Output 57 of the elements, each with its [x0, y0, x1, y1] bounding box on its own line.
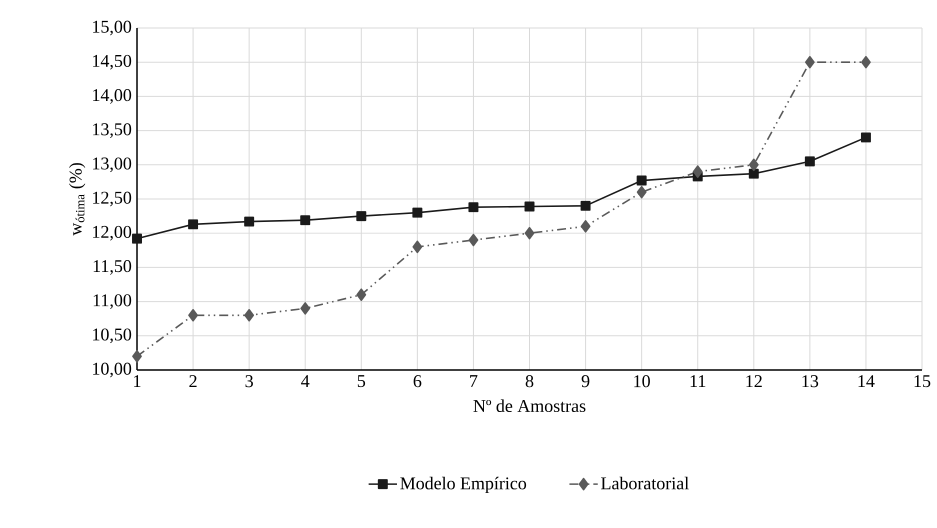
- point: [356, 288, 366, 302]
- y-tick-label: 15,00: [93, 20, 132, 36]
- point: [132, 350, 142, 363]
- x-axis-title: Nº de Amostras: [473, 399, 586, 412]
- point: [188, 219, 198, 230]
- point: [692, 165, 703, 178]
- x-tick-label: 9: [582, 375, 590, 388]
- point: [412, 208, 422, 218]
- point: [244, 216, 254, 227]
- x-tick-label: 1: [134, 375, 140, 388]
- x-tick-label: 10: [634, 375, 650, 388]
- point: [188, 308, 198, 322]
- point: [300, 302, 310, 315]
- point: [468, 202, 478, 212]
- y-axis-title: w$_{ótima}$ (%): [69, 163, 86, 236]
- point: [468, 234, 478, 246]
- y-tick-label: 10,00: [93, 362, 132, 378]
- point: [412, 240, 422, 254]
- y-tick-label: 13,00: [93, 157, 132, 172]
- point: [524, 202, 534, 212]
- x-tick-label: 6: [414, 375, 422, 388]
- point: [861, 56, 871, 68]
- y-tick-label: 11,50: [94, 260, 132, 275]
- point: [300, 215, 310, 226]
- point: [748, 158, 759, 172]
- x-tick-label: 2: [189, 375, 197, 388]
- point: [580, 220, 590, 233]
- x-tick-label: 15: [914, 375, 930, 388]
- y-tick-label: 14,50: [93, 54, 132, 70]
- point: [356, 211, 366, 222]
- legend-label: Modelo Empírico: [400, 476, 526, 494]
- x-tick-label: 5: [358, 375, 366, 388]
- legend-label: Laboratorial: [601, 476, 689, 490]
- x-tick-label: 13: [802, 375, 818, 388]
- point: [132, 234, 142, 244]
- point: [636, 176, 647, 186]
- x-tick-label: 7: [470, 375, 478, 387]
- y-tick-label: 13,50: [93, 123, 132, 138]
- y-tick-label: 14,00: [93, 89, 132, 104]
- x-tick-label: 14: [858, 375, 875, 388]
- x-tick-label: 3: [246, 375, 253, 388]
- x-tick-label: 8: [526, 375, 534, 388]
- point: [580, 200, 591, 211]
- y-tick-label: 12,00: [93, 226, 132, 241]
- x-tick-label: 4: [301, 375, 310, 387]
- point: [244, 308, 254, 322]
- x-tick-label: 11: [690, 375, 706, 388]
- y-tick-label: 10,50: [93, 328, 132, 344]
- point: [748, 168, 759, 179]
- point: [804, 56, 815, 68]
- point: [804, 156, 815, 166]
- point: [860, 132, 871, 142]
- point: [524, 226, 534, 240]
- y-tick-label: 12,50: [93, 192, 132, 206]
- y-tick-label: 11,00: [94, 294, 132, 309]
- x-tick-label: 12: [746, 375, 762, 388]
- point: [636, 186, 647, 198]
